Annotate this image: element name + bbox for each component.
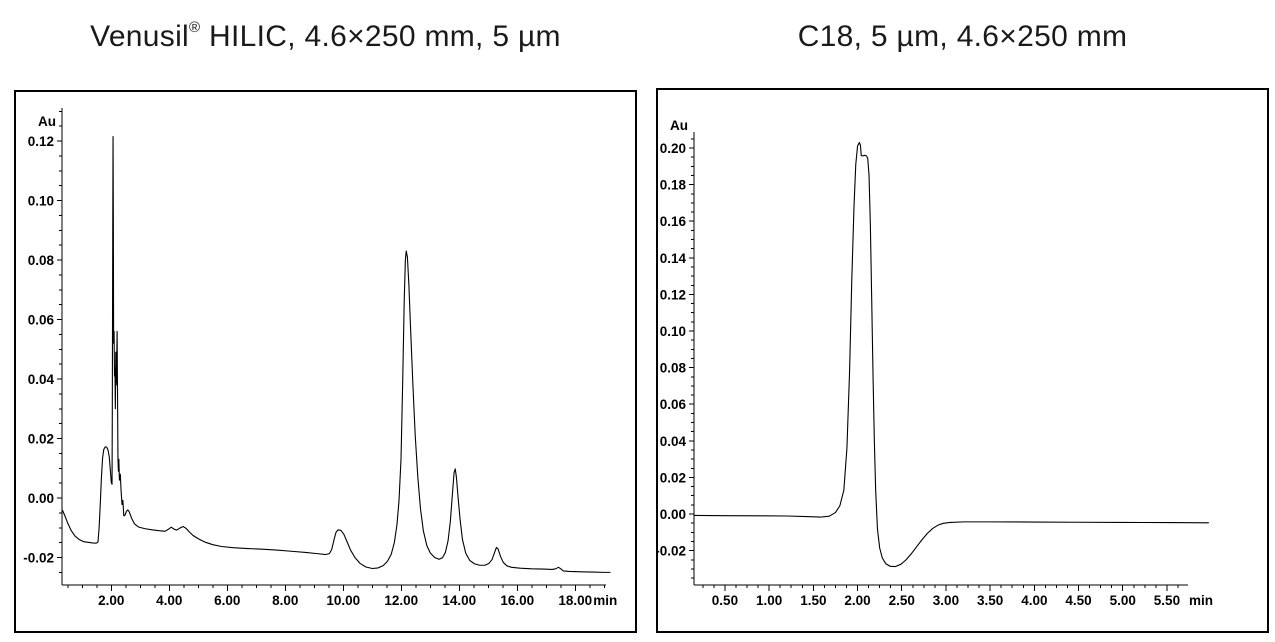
- y-axis-tick-label: 0.18: [660, 178, 687, 193]
- y-axis-tick-label: 0.04: [660, 434, 687, 449]
- chromatogram-trace: [62, 135, 611, 573]
- c18-chromatogram-panel: 0.20 0.18 0.16 0.14 0.12 0.10 0.08 0.06 0.04 0.02…: [656, 88, 1269, 633]
- x-axis-tick-label: 16.00: [500, 593, 534, 608]
- x-axis-tick-label: 4.00: [156, 593, 182, 608]
- y-axis-tick-label: 0.16: [660, 214, 687, 229]
- y-axis-tick-label: 0.08: [28, 253, 55, 268]
- hilic-chart-title: Venusil® HILIC, 4.6×250 mm, 5 µm: [14, 19, 637, 54]
- hilic-chromatogram-plot: 0.12 0.10 0.08 0.06 0.04 0.02 0.00 -0.02 2.00 4.0…: [23, 108, 617, 608]
- y-axis-tick-label: 0.00: [660, 507, 686, 522]
- y-axis-tick-label: 0.00: [28, 491, 54, 506]
- hilic-title-spec: HILIC, 4.6×250 mm, 5 µm: [200, 20, 561, 53]
- x-axis-tick-label: 1.50: [800, 593, 826, 608]
- hilic-title-brand: Venusil: [90, 20, 190, 53]
- x-axis-tick-label: 3.00: [933, 593, 959, 608]
- y-axis-tick-label: -0.02: [658, 544, 686, 559]
- y-axis-tick-label: 0.10: [660, 324, 686, 339]
- registered-trademark-symbol: ®: [189, 19, 201, 36]
- x-axis-tick-label: 5.50: [1154, 593, 1180, 608]
- y-axis-unit-label: Au: [38, 114, 56, 129]
- x-axis-tick-label: 3.50: [977, 593, 1003, 608]
- y-axis-tick-label: 0.12: [28, 134, 54, 149]
- y-axis-tick-label: 0.10: [28, 194, 54, 209]
- c18-chart-title: C18, 5 µm, 4.6×250 mm: [656, 20, 1269, 54]
- x-axis-tick-label: 10.00: [326, 593, 360, 608]
- y-axis-unit-label: Au: [670, 118, 688, 133]
- x-axis-tick-label: 2.00: [844, 593, 870, 608]
- y-axis-tick-label: -0.02: [23, 551, 54, 566]
- x-axis-tick-label: 6.00: [214, 593, 240, 608]
- y-axis-tick-label: 0.06: [660, 397, 687, 412]
- c18-title-text: C18, 5 µm, 4.6×250 mm: [797, 20, 1128, 53]
- hilic-chromatogram-panel: 0.12 0.10 0.08 0.06 0.04 0.02 0.00 -0.02 2.00 4.0…: [14, 90, 637, 633]
- y-axis-tick-label: 0.04: [28, 372, 55, 387]
- y-axis-tick-label: 0.12: [660, 287, 686, 302]
- y-axis-tick-label: 0.20: [660, 141, 686, 156]
- x-axis-tick-label: 12.00: [384, 593, 418, 608]
- x-axis-tick-label: 1.00: [756, 593, 782, 608]
- y-axis-tick-label: 0.08: [660, 361, 687, 376]
- x-axis-tick-label: 0.50: [712, 593, 738, 608]
- x-axis-tick-label: 2.50: [889, 593, 915, 608]
- x-axis-tick-label: 14.00: [442, 593, 476, 608]
- chromatogram-trace: [693, 141, 1210, 568]
- y-axis-tick-label: 0.02: [660, 470, 686, 485]
- y-axis-tick-label: 0.02: [28, 432, 54, 447]
- y-axis-tick-label: 0.06: [28, 313, 55, 328]
- c18-chromatogram-plot: 0.20 0.18 0.16 0.14 0.12 0.10 0.08 0.06 0.04 0.02…: [658, 118, 1213, 608]
- x-axis-unit-label: min: [1189, 593, 1213, 608]
- y-axis-tick-label: 0.14: [660, 251, 687, 266]
- x-axis-tick-label: 5.00: [1110, 593, 1136, 608]
- x-axis-tick-label: 4.50: [1065, 593, 1091, 608]
- x-axis-unit-label: min: [593, 593, 617, 608]
- x-axis-tick-label: 8.00: [272, 593, 298, 608]
- x-axis-tick-label: 2.00: [98, 593, 124, 608]
- x-axis-tick-label: 18.00: [558, 593, 592, 608]
- x-axis-tick-label: 4.00: [1021, 593, 1047, 608]
